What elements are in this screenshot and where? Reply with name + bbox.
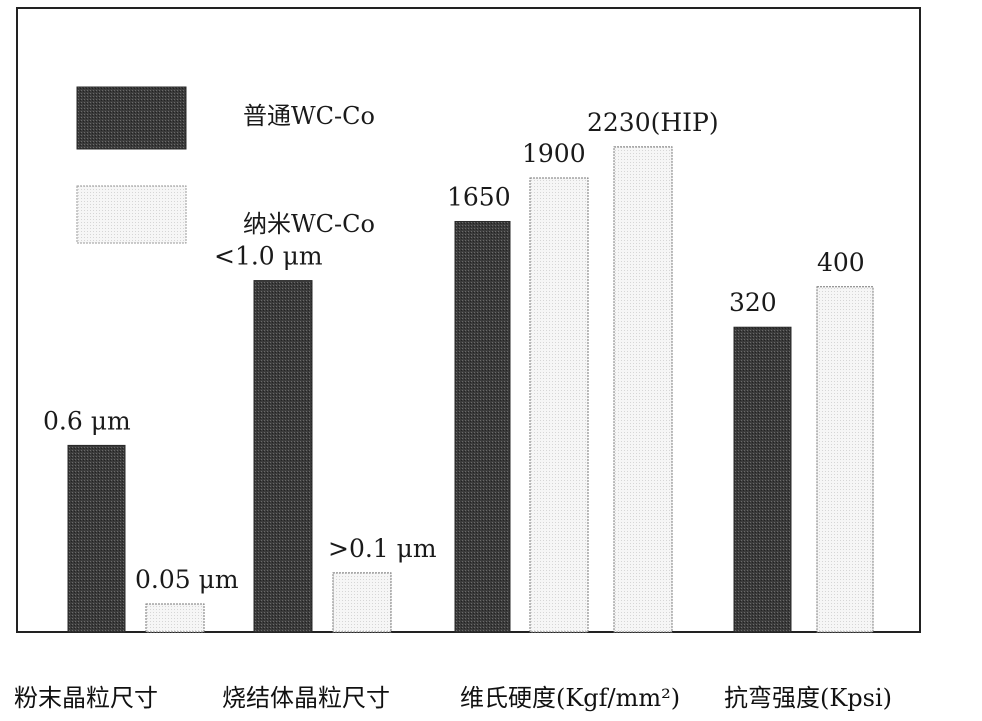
bar-strength-conventional xyxy=(733,326,792,633)
bar-strength-nano xyxy=(816,286,874,633)
data-label: 400 xyxy=(817,248,865,277)
data-label: >0.1 μm xyxy=(328,534,437,563)
data-label: 320 xyxy=(729,288,777,317)
data-label: 0.05 μm xyxy=(135,565,239,594)
data-label: 2230(HIP) xyxy=(587,108,719,137)
bar-hardness-conventional xyxy=(454,220,511,633)
legend-swatch-nano xyxy=(76,185,187,244)
category-labels: 粉末晶粒尺寸 烧结体晶粒尺寸 维氏硬度(Kgf/mm²) 抗弯强度(Kpsi) xyxy=(14,684,892,712)
bars xyxy=(67,146,874,633)
legend: 普通WC-Co 纳米WC-Co xyxy=(76,86,375,244)
data-label: <1.0 μm xyxy=(214,242,323,271)
bar-sintered-conventional xyxy=(253,280,313,633)
bar-powder-nano xyxy=(145,603,205,633)
bar-sintered-nano xyxy=(332,572,392,633)
data-label: 1650 xyxy=(447,182,511,211)
bar-hardness-nano xyxy=(529,177,589,633)
legend-label-nano: 纳米WC-Co xyxy=(243,210,375,238)
bar-powder-conventional xyxy=(67,444,126,633)
category-label: 烧结体晶粒尺寸 xyxy=(222,684,390,712)
data-labels: 0.6 μm 0.05 μm <1.0 μm >0.1 μm 1650 1900… xyxy=(43,108,865,594)
legend-swatch-conventional xyxy=(76,86,187,150)
category-label: 抗弯强度(Kpsi) xyxy=(724,684,892,712)
data-label: 0.6 μm xyxy=(43,406,131,435)
category-label: 维氏硬度(Kgf/mm²) xyxy=(460,684,680,712)
legend-label-conventional: 普通WC-Co xyxy=(243,102,375,130)
data-label: 1900 xyxy=(522,139,586,168)
category-label: 粉末晶粒尺寸 xyxy=(14,684,158,712)
bar-hardness-nano-hip xyxy=(613,146,673,633)
